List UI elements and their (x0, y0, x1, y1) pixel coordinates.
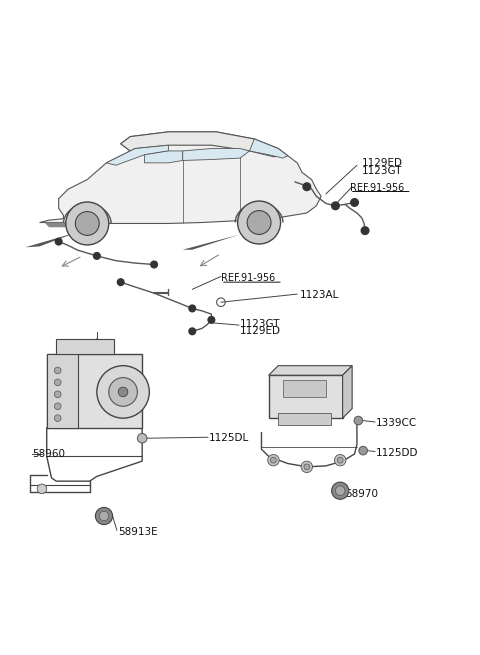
Polygon shape (250, 139, 288, 158)
Circle shape (301, 461, 312, 472)
Circle shape (351, 198, 359, 206)
Circle shape (247, 210, 271, 234)
Circle shape (335, 455, 346, 466)
FancyBboxPatch shape (283, 380, 326, 397)
Text: 1123GT: 1123GT (362, 166, 402, 176)
Text: 1125DL: 1125DL (209, 433, 249, 443)
FancyBboxPatch shape (269, 375, 343, 418)
Polygon shape (120, 132, 288, 157)
Circle shape (268, 455, 279, 466)
FancyBboxPatch shape (278, 413, 331, 425)
Circle shape (54, 367, 61, 374)
Circle shape (303, 183, 311, 191)
Circle shape (271, 457, 276, 463)
Polygon shape (183, 234, 240, 250)
Circle shape (336, 486, 345, 495)
Text: 1339CC: 1339CC (376, 418, 417, 428)
Circle shape (99, 512, 109, 521)
Circle shape (54, 391, 61, 398)
Circle shape (332, 202, 339, 210)
Circle shape (238, 201, 281, 244)
Text: 58970: 58970 (345, 489, 378, 498)
FancyBboxPatch shape (47, 354, 142, 428)
Circle shape (97, 365, 149, 418)
Circle shape (94, 253, 100, 259)
Circle shape (137, 434, 147, 443)
Text: REF.91-956: REF.91-956 (221, 273, 275, 284)
Text: 95690: 95690 (295, 373, 328, 383)
Polygon shape (107, 145, 168, 165)
Polygon shape (44, 223, 73, 227)
Polygon shape (25, 232, 78, 248)
Polygon shape (343, 365, 352, 418)
Circle shape (55, 238, 62, 245)
Polygon shape (269, 365, 352, 375)
Polygon shape (39, 132, 321, 223)
FancyBboxPatch shape (47, 354, 78, 428)
Polygon shape (144, 151, 183, 163)
Circle shape (337, 457, 343, 463)
Circle shape (117, 279, 124, 286)
Circle shape (118, 387, 128, 397)
Text: 58913E: 58913E (118, 527, 158, 536)
Text: 58960: 58960 (33, 449, 65, 459)
Circle shape (304, 464, 310, 470)
Circle shape (332, 482, 349, 499)
Circle shape (151, 261, 157, 268)
Circle shape (361, 227, 369, 234)
Circle shape (96, 508, 113, 525)
Polygon shape (183, 149, 250, 160)
FancyBboxPatch shape (56, 339, 114, 354)
Circle shape (54, 415, 61, 422)
Text: 58910B: 58910B (99, 373, 139, 383)
Text: REF.91-956: REF.91-956 (350, 183, 404, 193)
Circle shape (354, 417, 363, 425)
Text: 1123GT: 1123GT (240, 319, 280, 329)
Circle shape (189, 305, 196, 312)
Circle shape (208, 316, 215, 323)
Text: 1129ED: 1129ED (362, 158, 403, 168)
Circle shape (54, 403, 61, 409)
Circle shape (189, 328, 196, 335)
Circle shape (37, 484, 47, 494)
Text: 1125DD: 1125DD (376, 447, 419, 458)
Circle shape (66, 202, 109, 245)
Circle shape (359, 446, 367, 455)
Circle shape (54, 379, 61, 386)
Circle shape (109, 378, 137, 406)
Text: 1123AL: 1123AL (300, 290, 339, 300)
Circle shape (75, 212, 99, 235)
Text: 1129ED: 1129ED (240, 326, 281, 336)
